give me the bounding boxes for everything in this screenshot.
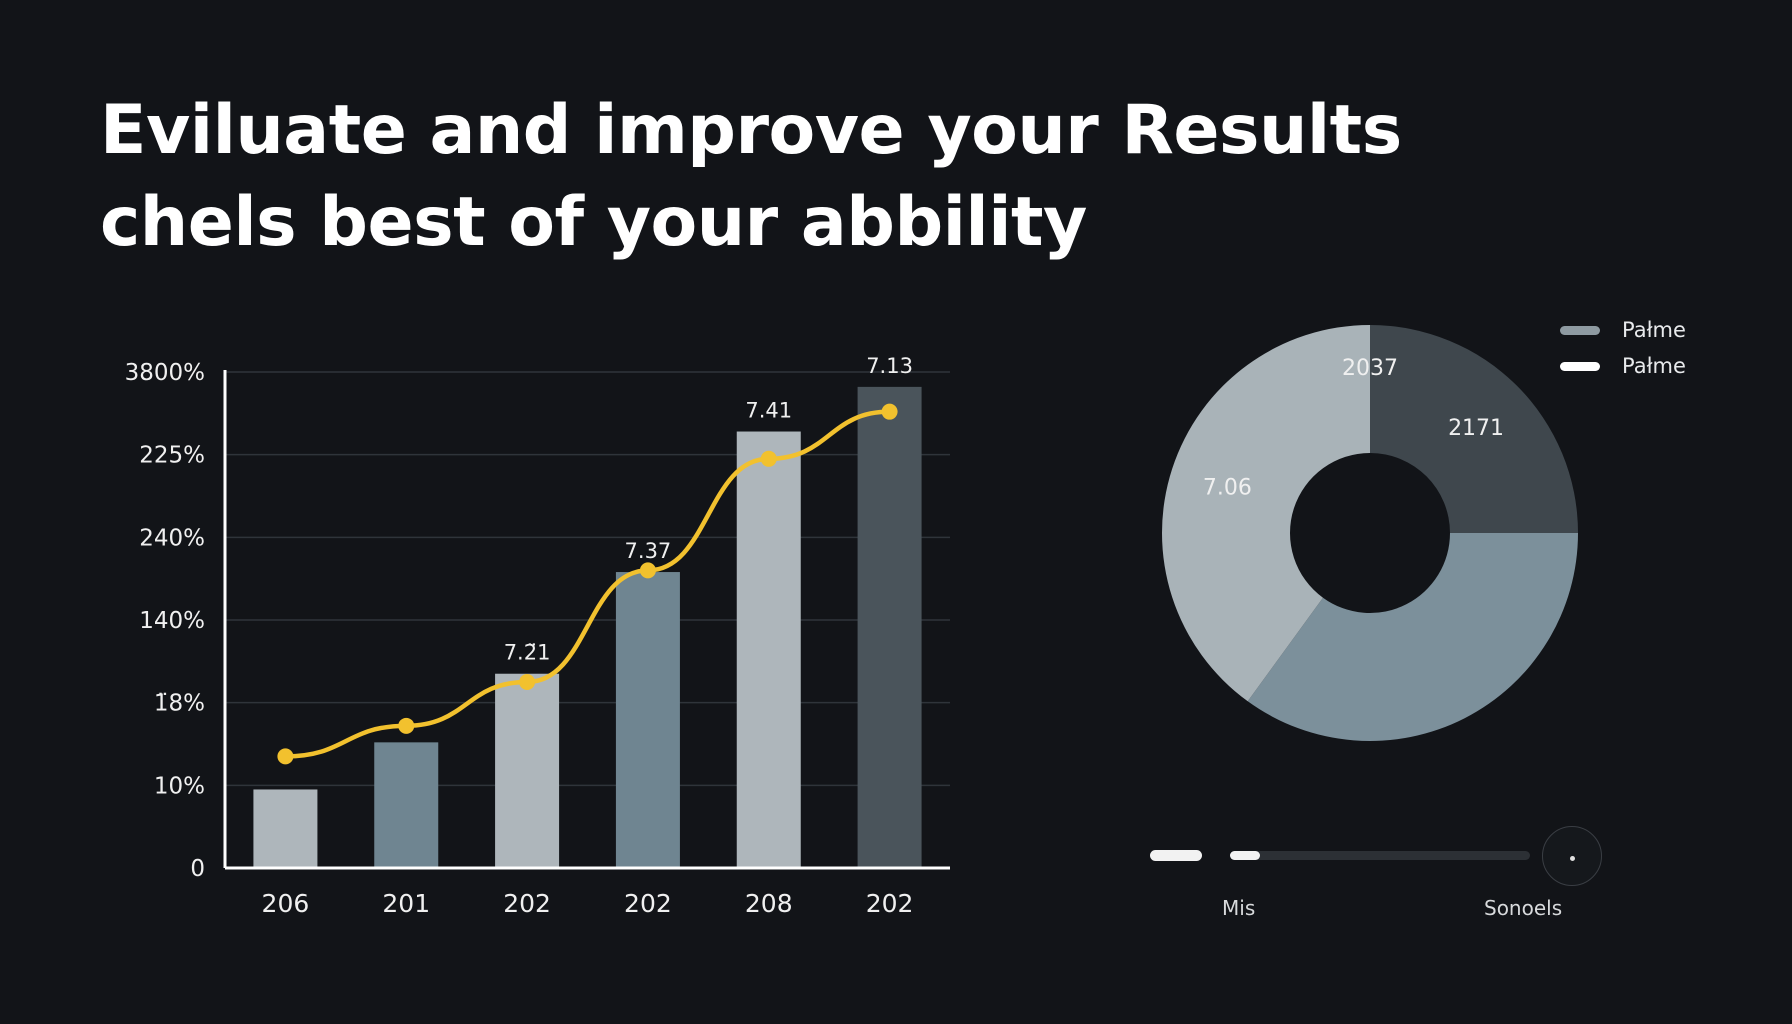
donut-slice: [1247, 533, 1579, 741]
y-tick-label: 140%: [139, 608, 205, 634]
page-title-line-2: chels best of your abbility: [100, 183, 1087, 262]
bar: [495, 673, 560, 868]
legend-label-2: Pałme: [1622, 354, 1686, 378]
bar: [736, 431, 801, 868]
bar-data-label: 7.41: [745, 399, 792, 423]
legend-label-1: Pałme: [1622, 318, 1686, 342]
line-point: [639, 562, 656, 579]
donut-slice: [1370, 325, 1578, 533]
bar: [615, 572, 680, 868]
x-tick-label: 201: [382, 889, 430, 918]
slider-label-right: Sonoels: [1484, 896, 1563, 920]
y-tick-label: 3800%: [125, 360, 205, 386]
x-tick-label: 206: [262, 889, 310, 918]
bar: [253, 789, 318, 868]
x-tick-label: 208: [745, 889, 793, 918]
donut-slice: [1162, 325, 1370, 702]
bar-data-label: 7.13: [866, 354, 913, 378]
y-tick-label: 0: [190, 856, 205, 882]
range-slider[interactable]: Mis Sonoels: [1150, 826, 1610, 920]
bar-data-label: 7.2̈1: [504, 641, 551, 665]
line-point: [277, 748, 294, 765]
x-tick-label: 202: [503, 889, 551, 918]
y-tick-label: 225%: [139, 443, 205, 469]
x-tick-label: 202: [866, 889, 914, 918]
y-tick-label: 10%: [154, 773, 205, 799]
bar-data-label: 7.37: [625, 539, 672, 563]
slider-label-left: Mis: [1222, 896, 1256, 920]
donut-slice-label: 7.06: [1203, 476, 1252, 501]
line-point: [760, 450, 777, 467]
slider-min-marker[interactable]: [1150, 850, 1202, 861]
bar: [857, 386, 922, 868]
page-title-line-1: Eviluate and improve your Results: [100, 91, 1402, 170]
line-point: [519, 674, 536, 690]
legend-item-1[interactable]: Pałme: [1560, 312, 1686, 348]
chart-legend: Pałme Pałme: [1560, 312, 1686, 384]
bar: [374, 742, 439, 868]
slider-knob[interactable]: [1542, 826, 1602, 886]
legend-item-2[interactable]: Pałme: [1560, 348, 1686, 384]
legend-swatch-1: [1560, 325, 1600, 335]
slider-track[interactable]: [1230, 851, 1530, 860]
slider-fill: [1230, 851, 1260, 860]
line-point: [398, 717, 415, 734]
x-tick-label: 202: [624, 889, 672, 918]
line-point: [881, 403, 898, 420]
page-title: Eviluate and improve your Results chels …: [100, 85, 1402, 269]
legend-swatch-2: [1560, 361, 1600, 371]
donut-top-label: 2037: [1342, 356, 1398, 381]
slider-knob-dot: [1570, 856, 1575, 861]
donut-slice-label: 2171: [1448, 416, 1504, 441]
y-tick-label: 240%: [139, 525, 205, 551]
y-tick-label: 1̈8%: [154, 691, 205, 717]
